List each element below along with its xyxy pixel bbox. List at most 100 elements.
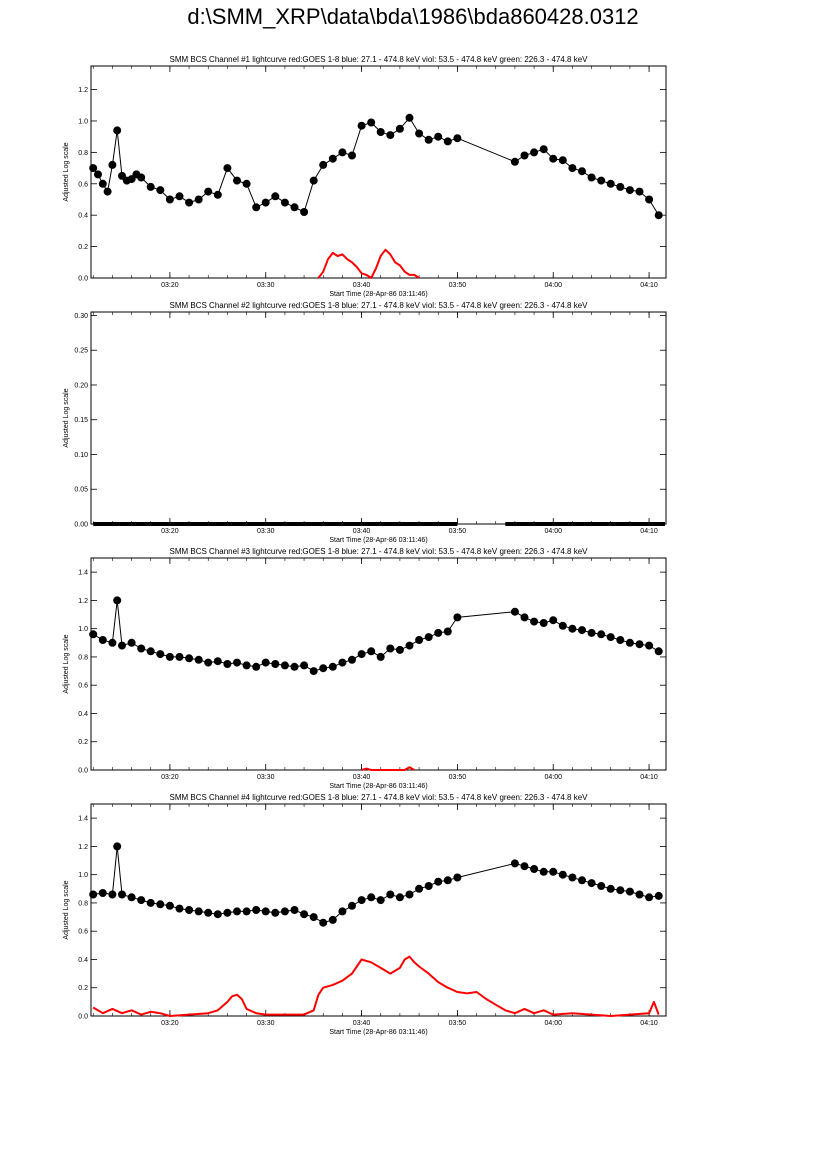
chart-2-ytick-label: 0.15 xyxy=(74,417,88,424)
chart-4-series-1-point xyxy=(300,910,309,919)
chart-3-xtick-label: 04:10 xyxy=(640,774,658,781)
chart-2-xlabel: Start Time (28-Apr-86 03:11:46) xyxy=(329,537,427,544)
chart-4-series-1-point xyxy=(108,890,117,899)
chart-3-series-1-point xyxy=(395,645,404,654)
chart-3-ylabel: Adjusted Log scale xyxy=(63,634,70,693)
chart-4-series-1-point xyxy=(156,900,165,909)
chart-3-series-1-point xyxy=(290,662,299,671)
chart-4-series-1-point xyxy=(616,886,625,895)
chart-4-series-1-point xyxy=(185,906,194,914)
chart-3-series-1-point xyxy=(424,633,433,642)
chart-3-series-1-point xyxy=(213,657,222,666)
chart-1-series-1-point xyxy=(424,135,433,144)
chart-4-series-1-point xyxy=(252,906,261,914)
chart-3-series-1-point xyxy=(510,607,519,616)
chart-1-series-1-point xyxy=(606,179,615,188)
chart-3-ytick-label: 0.6 xyxy=(78,683,88,690)
chart-3-series-1-point xyxy=(280,661,289,670)
chart-1-series-1-point xyxy=(319,160,328,169)
chart-3-series-1-point xyxy=(578,626,586,635)
chart-1-series-1-point xyxy=(175,192,184,201)
chart-3-series-1-point xyxy=(587,628,596,637)
chart-1-series-1-point xyxy=(280,198,289,207)
chart-4-series-1-point xyxy=(405,890,414,899)
chart-1-series-1-point xyxy=(530,148,539,157)
chart-3-xtick-label: 03:40 xyxy=(353,774,371,781)
chart-4-series-1-point xyxy=(194,907,203,916)
chart-1-series-1-point xyxy=(434,132,443,141)
chart-1-series-1-point xyxy=(338,148,347,157)
chart-1-series-1-point xyxy=(376,128,385,136)
chart-4-series-1-point xyxy=(453,873,462,882)
chart-4-series-1-point xyxy=(118,890,126,899)
chart-3-series-1-point xyxy=(242,661,251,670)
chart-3-series-1-point xyxy=(127,638,136,647)
chart-3-frame xyxy=(90,557,667,771)
chart-3-series-1-point xyxy=(405,641,414,650)
chart-1-series-1-point xyxy=(405,113,414,122)
chart-3-series-1-point xyxy=(98,636,107,644)
chart-1-series-1-point xyxy=(625,186,634,195)
chart-4-series-1-point xyxy=(606,884,615,893)
chart-4-series-1-point xyxy=(204,908,213,917)
chart-3-series-1-point xyxy=(415,636,424,644)
chart-3-series-1-point xyxy=(204,658,213,667)
chart-1-xtick-label: 04:00 xyxy=(544,282,562,289)
chart-1-series-1-point xyxy=(242,179,251,188)
chart-3-series-1-point xyxy=(645,641,654,650)
chart-1-ytick-label: 0.4 xyxy=(78,213,88,220)
chart-4-xtick-label: 03:50 xyxy=(449,1020,467,1027)
chart-1-ytick-label: 1.0 xyxy=(78,118,88,125)
chart-3-ytick-label: 1.4 xyxy=(78,570,88,577)
chart-4-series-2-line xyxy=(92,955,660,1017)
chart-3-series-1-point xyxy=(625,638,634,647)
chart-4-ytick-label: 0.0 xyxy=(78,1014,88,1021)
chart-1-ytick-label: 0.6 xyxy=(78,181,88,188)
chart-1-series-1-point xyxy=(194,195,203,204)
chart-1-series-1-point xyxy=(578,167,586,176)
chart-1-series-1-point xyxy=(146,182,155,191)
chart-1-series-1-point xyxy=(443,137,452,146)
chart-1-series-1-point xyxy=(645,195,654,204)
chart-4-ytick-label: 0.8 xyxy=(78,900,88,907)
chart-3-series-1-point xyxy=(300,661,309,670)
chart-4-series-1-point xyxy=(625,887,634,896)
chart-2-ytick-label: 0.20 xyxy=(74,382,88,389)
chart-1-series-1-point xyxy=(213,190,222,199)
chart-3-series-1-point xyxy=(616,636,625,644)
chart-3-series-1-point xyxy=(606,633,615,642)
chart-3-ytick-label: 1.0 xyxy=(78,626,88,633)
chart-1-series-1-point xyxy=(185,198,194,207)
chart-4-ytick-label: 0.2 xyxy=(78,985,88,992)
chart-1-series-2-line xyxy=(317,248,420,279)
chart-1-series-1-point xyxy=(233,176,241,185)
chart-3-ytick-label: 1.2 xyxy=(78,598,88,605)
chart-4-series-1-point xyxy=(319,918,328,927)
chart-3-ytick-label: 0.4 xyxy=(78,711,88,718)
chart-3-series-1-point xyxy=(252,662,261,671)
chart-4-series-1-point xyxy=(395,893,404,902)
chart-3-series-1-point xyxy=(233,658,241,667)
chart-3-xtick-label: 03:30 xyxy=(257,774,275,781)
chart-1-xtick-label: 03:40 xyxy=(353,282,371,289)
chart-4-series-1-point xyxy=(367,893,376,902)
chart-2-ytick-label: 0.30 xyxy=(74,313,88,320)
chart-1-series-1-point xyxy=(395,124,404,133)
chart-3-series-1-point xyxy=(520,613,529,622)
chart-1-series-1-point xyxy=(204,187,213,196)
chart-1-series-1-point xyxy=(348,151,356,160)
chart-2-frame xyxy=(90,311,667,525)
chart-1-series-1-point xyxy=(415,129,424,138)
chart-4-series-1-point xyxy=(309,913,318,922)
chart-1-ytick-label: 0.2 xyxy=(78,244,88,251)
chart-2-xtick-label: 04:10 xyxy=(640,528,658,535)
chart-4-series-1-point xyxy=(357,896,366,905)
chart-2-xtick-label: 03:50 xyxy=(449,528,467,535)
chart-3-series-1-point xyxy=(367,647,376,656)
chart-3-series-1-point xyxy=(271,660,280,668)
chart-4-xtick-label: 03:40 xyxy=(353,1020,371,1027)
chart-2-xtick-label: 03:30 xyxy=(257,528,275,535)
chart-1-series-1-point xyxy=(549,154,558,163)
chart-4-series-1-point xyxy=(386,890,395,899)
chart-1-series-1-point xyxy=(252,203,261,212)
